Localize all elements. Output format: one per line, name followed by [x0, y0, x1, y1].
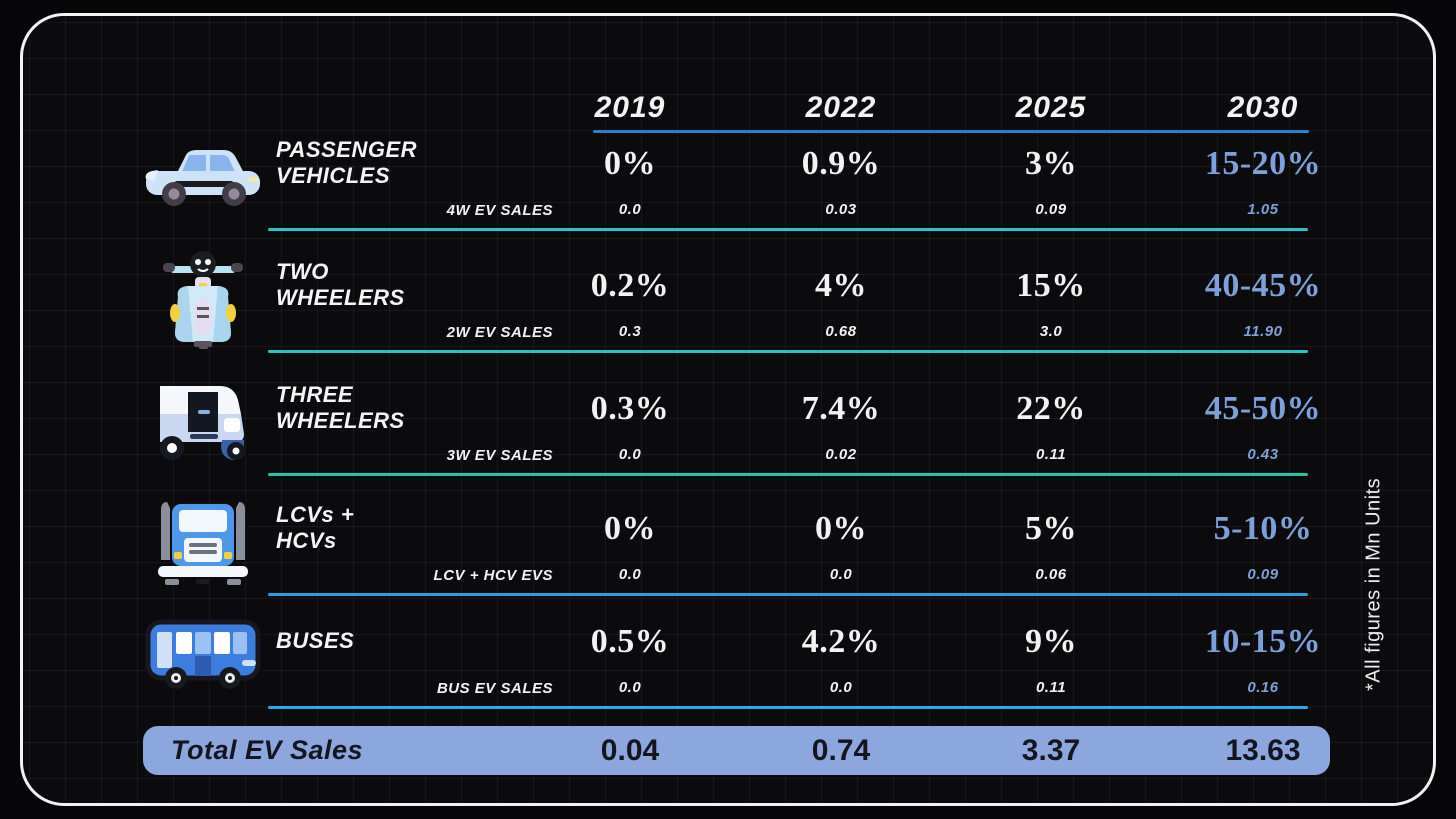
pct-2019: 0.2%	[590, 267, 670, 304]
row-separator	[268, 228, 1308, 231]
column-header-2022: 2022	[805, 91, 877, 124]
sales-row-label: 4W EV SALES	[446, 202, 553, 219]
category-label: TWO WHEELERS	[276, 258, 405, 310]
pct-2019: 0%	[604, 145, 656, 182]
units-note: *All figures in Mn Units	[1362, 477, 1385, 691]
sales-2022: 0.02	[825, 445, 857, 463]
pct-2030: 45-50%	[1204, 390, 1322, 427]
row-separator	[268, 593, 1308, 596]
pct-2022: 7.4%	[801, 390, 881, 427]
sales-2022: 0.0	[829, 678, 853, 696]
total-2022: 0.74	[811, 733, 871, 767]
truck-icon	[139, 493, 267, 591]
sales-2022: 0.0	[829, 565, 853, 583]
category-label: PASSENGER VEHICLES	[276, 136, 418, 188]
table-row-passenger-vehicles: PASSENGER VEHICLES 0% 0.9% 3% 15-20% 4W …	[23, 126, 1433, 232]
category-label: LCVs + HCVs	[276, 501, 355, 553]
category-label: THREE WHEELERS	[276, 381, 405, 433]
auto-rickshaw-icon	[139, 373, 267, 471]
sales-2019: 0.0	[618, 678, 642, 696]
sales-2019: 0.0	[618, 445, 642, 463]
sales-2030: 0.09	[1247, 565, 1279, 583]
table-row-lcv-hcv: LCVs + HCVs 0% 0% 5% 5-10% LCV + HCV EVS…	[23, 491, 1433, 597]
category-label: BUSES	[276, 627, 355, 653]
total-2030: 13.63	[1225, 733, 1301, 767]
sales-row-label: 2W EV SALES	[446, 324, 553, 341]
total-label: Total EV Sales	[171, 735, 364, 765]
car-icon	[139, 128, 267, 226]
bus-icon	[139, 606, 267, 704]
sales-row-label: 3W EV SALES	[446, 447, 553, 464]
column-header-2030: 2030	[1227, 91, 1299, 124]
scooter-icon	[139, 250, 267, 349]
pct-2030: 15-20%	[1204, 145, 1322, 182]
sales-2030: 0.16	[1247, 678, 1279, 696]
pct-2022: 0%	[815, 510, 867, 547]
pct-2019: 0.5%	[590, 623, 670, 660]
column-header-2025: 2025	[1015, 91, 1087, 124]
total-2019: 0.04	[600, 733, 660, 767]
row-separator	[268, 473, 1308, 476]
sales-2025: 0.06	[1035, 565, 1067, 583]
pct-2025: 3%	[1025, 145, 1077, 182]
pct-2019: 0%	[604, 510, 656, 547]
column-header-2019: 2019	[594, 91, 666, 124]
pct-2019: 0.3%	[590, 390, 670, 427]
sales-2025: 0.11	[1035, 678, 1067, 696]
sales-2019: 0.3	[618, 322, 642, 340]
pct-2025: 15%	[1016, 267, 1086, 304]
pct-2030: 40-45%	[1204, 267, 1322, 304]
sales-2025: 3.0	[1039, 322, 1063, 340]
pct-2022: 4.2%	[801, 623, 881, 660]
sales-2025: 0.09	[1035, 200, 1067, 218]
sales-2030: 11.90	[1243, 322, 1283, 340]
pct-2022: 0.9%	[801, 145, 881, 182]
total-2025: 3.37	[1021, 733, 1081, 767]
row-separator	[268, 706, 1308, 709]
pct-2022: 4%	[815, 267, 867, 304]
sales-row-label: LCV + HCV EVS	[433, 567, 553, 584]
sales-2030: 0.43	[1247, 445, 1279, 463]
pct-2025: 5%	[1025, 510, 1077, 547]
sales-2030: 1.05	[1247, 200, 1279, 218]
sales-2019: 0.0	[618, 200, 642, 218]
sales-2019: 0.0	[618, 565, 642, 583]
sales-2025: 0.11	[1035, 445, 1067, 463]
row-separator	[268, 350, 1308, 353]
table-row-two-wheelers: TWO WHEELERS 0.2% 4% 15% 40-45% 2W EV SA…	[23, 248, 1433, 354]
header-underline	[593, 130, 1309, 133]
pct-2025: 9%	[1025, 623, 1077, 660]
sales-2022: 0.68	[825, 322, 857, 340]
infographic-panel: 2019 2022 2025 2030 PASSENGER VEHICLES 0…	[20, 13, 1436, 806]
sales-row-label: BUS EV SALES	[436, 680, 553, 697]
pct-2025: 22%	[1016, 390, 1086, 427]
table-row-three-wheelers: THREE WHEELERS 0.3% 7.4% 22% 45-50% 3W E…	[23, 371, 1433, 477]
table-row-buses: BUSES 0.5% 4.2% 9% 10-15% BUS EV SALES 0…	[23, 604, 1433, 710]
total-ev-sales-bar: Total EV Sales 0.04 0.74 3.37 13.63	[143, 726, 1330, 775]
pct-2030: 5-10%	[1213, 510, 1313, 547]
sales-2022: 0.03	[825, 200, 857, 218]
pct-2030: 10-15%	[1204, 623, 1322, 660]
